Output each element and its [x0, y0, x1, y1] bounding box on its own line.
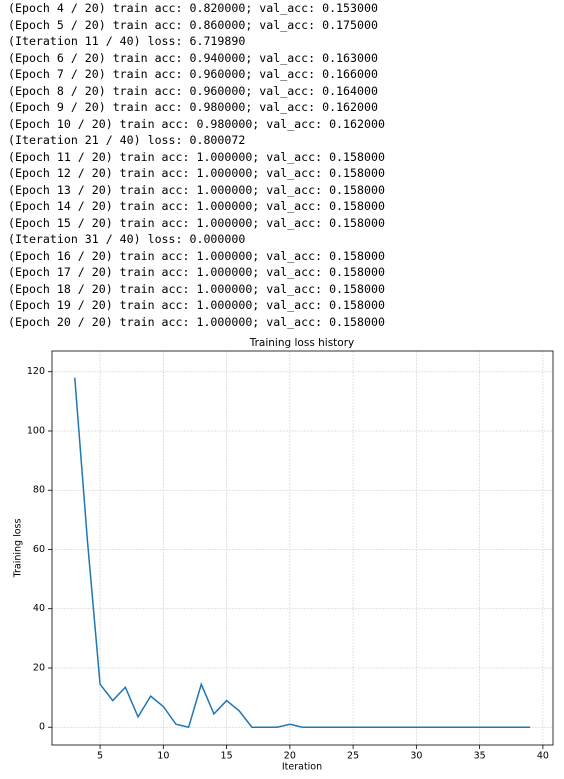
output-log: (Epoch 4 / 20) train acc: 0.820000; val_… — [8, 0, 385, 330]
y-tick-label: 120 — [27, 366, 45, 377]
y-tick-label: 0 — [39, 722, 45, 733]
log-line: (Epoch 5 / 20) train acc: 0.860000; val_… — [8, 17, 378, 32]
x-tick-label: 5 — [97, 751, 103, 762]
x-tick-label: 15 — [221, 751, 233, 762]
y-tick-label: 100 — [27, 425, 45, 436]
x-tick-label: 35 — [474, 751, 486, 762]
log-line: (Epoch 12 / 20) train acc: 1.000000; val… — [8, 166, 385, 180]
y-tick-label: 40 — [33, 603, 45, 614]
x-tick-label: 25 — [347, 751, 359, 762]
log-line: (Iteration 11 / 40) loss: 6.719890 — [8, 34, 246, 48]
log-line: (Epoch 14 / 20) train acc: 1.000000; val… — [8, 199, 385, 213]
log-line: (Epoch 13 / 20) train acc: 1.000000; val… — [8, 182, 385, 197]
x-tick-label: 20 — [284, 751, 296, 762]
log-line: (Epoch 11 / 20) train acc: 1.000000; val… — [8, 149, 385, 164]
log-line: (Epoch 18 / 20) train acc: 1.000000; val… — [8, 281, 385, 296]
log-line: (Epoch 8 / 20) train acc: 0.960000; val_… — [8, 83, 378, 98]
chart-title: Training loss history — [249, 337, 355, 349]
log-line: (Epoch 10 / 20) train acc: 0.980000; val… — [8, 116, 385, 131]
y-axis-label: Training loss — [13, 519, 24, 579]
x-tick-label: 30 — [410, 751, 422, 762]
log-line: (Iteration 21 / 40) loss: 0.800072 — [8, 133, 246, 147]
y-tick-label: 80 — [33, 485, 45, 496]
log-line: (Epoch 17 / 20) train acc: 1.000000; val… — [8, 265, 385, 279]
log-line: (Epoch 4 / 20) train acc: 0.820000; val_… — [8, 1, 378, 15]
log-line: (Iteration 31 / 40) loss: 0.000000 — [8, 232, 246, 246]
log-line: (Epoch 19 / 20) train acc: 1.000000; val… — [8, 298, 385, 312]
x-tick-label: 40 — [537, 751, 549, 762]
log-line: (Epoch 16 / 20) train acc: 1.000000; val… — [8, 248, 385, 263]
y-tick-label: 20 — [33, 662, 45, 673]
log-line: (Epoch 7 / 20) train acc: 0.960000; val_… — [8, 67, 378, 81]
y-tick-label: 60 — [33, 544, 45, 555]
x-axis-label: Iteration — [282, 762, 322, 773]
x-tick-label: 10 — [157, 751, 169, 762]
line-series — [74, 377, 531, 729]
log-line: (Epoch 15 / 20) train acc: 1.000000; val… — [8, 215, 385, 230]
log-line: (Epoch 6 / 20) train acc: 0.940000; val_… — [8, 50, 378, 65]
plot-frame — [51, 350, 554, 746]
log-line: (Epoch 20 / 20) train acc: 1.000000; val… — [8, 314, 385, 329]
log-line: (Epoch 9 / 20) train acc: 0.980000; val_… — [8, 100, 378, 114]
